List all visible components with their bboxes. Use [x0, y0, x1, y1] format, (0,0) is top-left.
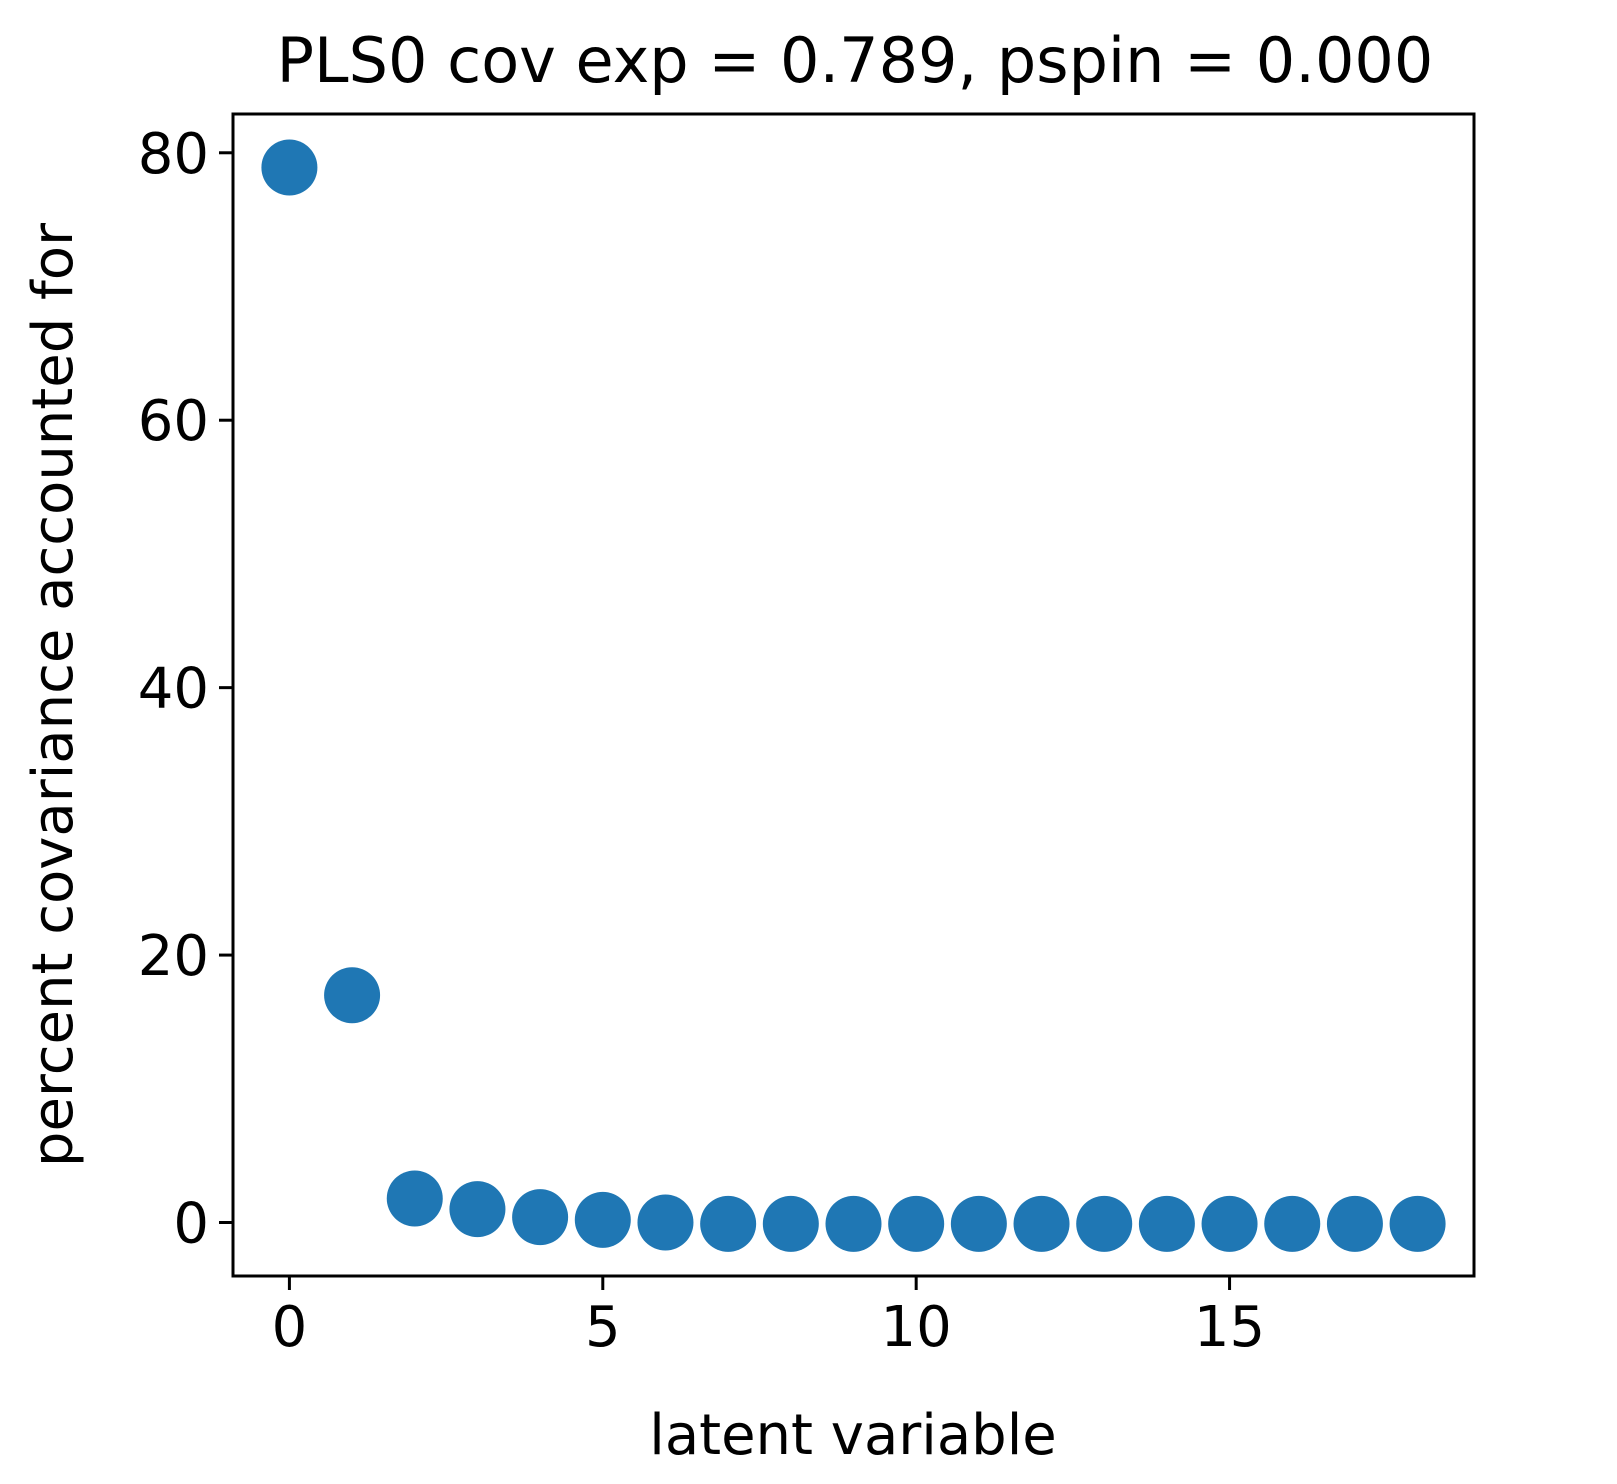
- data-point: [574, 1191, 631, 1248]
- data-point: [1264, 1195, 1321, 1252]
- y-tick-label: 20: [138, 924, 209, 989]
- x-axis-label: latent variable: [649, 1403, 1056, 1468]
- data-point: [449, 1181, 506, 1238]
- data-point: [1076, 1195, 1133, 1252]
- x-tick-label: 0: [272, 1295, 308, 1360]
- chart-title: PLS0 cov exp = 0.789, pspin = 0.000: [277, 24, 1434, 97]
- x-tick-label: 15: [1194, 1295, 1265, 1360]
- data-point: [888, 1195, 945, 1252]
- data-point: [512, 1189, 569, 1246]
- x-tick-label: 10: [881, 1295, 952, 1360]
- data-point: [1389, 1195, 1446, 1252]
- data-point: [637, 1194, 694, 1251]
- data-point: [1201, 1195, 1258, 1252]
- data-point: [1326, 1195, 1383, 1252]
- x-axis: 0 5 10 15: [272, 1276, 1265, 1360]
- plot-area: [231, 112, 1476, 1278]
- data-point: [1013, 1195, 1070, 1252]
- data-point: [825, 1195, 882, 1252]
- y-axis-label: percent covariance accounted for: [21, 222, 86, 1167]
- y-tick-label: 60: [138, 389, 209, 454]
- data-point: [1138, 1195, 1195, 1252]
- data-point: [762, 1195, 819, 1252]
- y-tick-label: 80: [138, 122, 209, 187]
- plot-frame: [231, 112, 1476, 1278]
- y-axis: 0 20 40 60 80: [138, 122, 233, 1257]
- y-tick-label: 0: [173, 1192, 209, 1257]
- data-point: [324, 967, 381, 1024]
- data-point: [386, 1170, 443, 1227]
- data-point: [261, 139, 318, 196]
- data-point: [950, 1195, 1007, 1252]
- data-point: [700, 1195, 757, 1252]
- x-tick-label: 5: [585, 1295, 621, 1360]
- y-tick-label: 40: [138, 657, 209, 722]
- data-points: [261, 139, 1446, 1252]
